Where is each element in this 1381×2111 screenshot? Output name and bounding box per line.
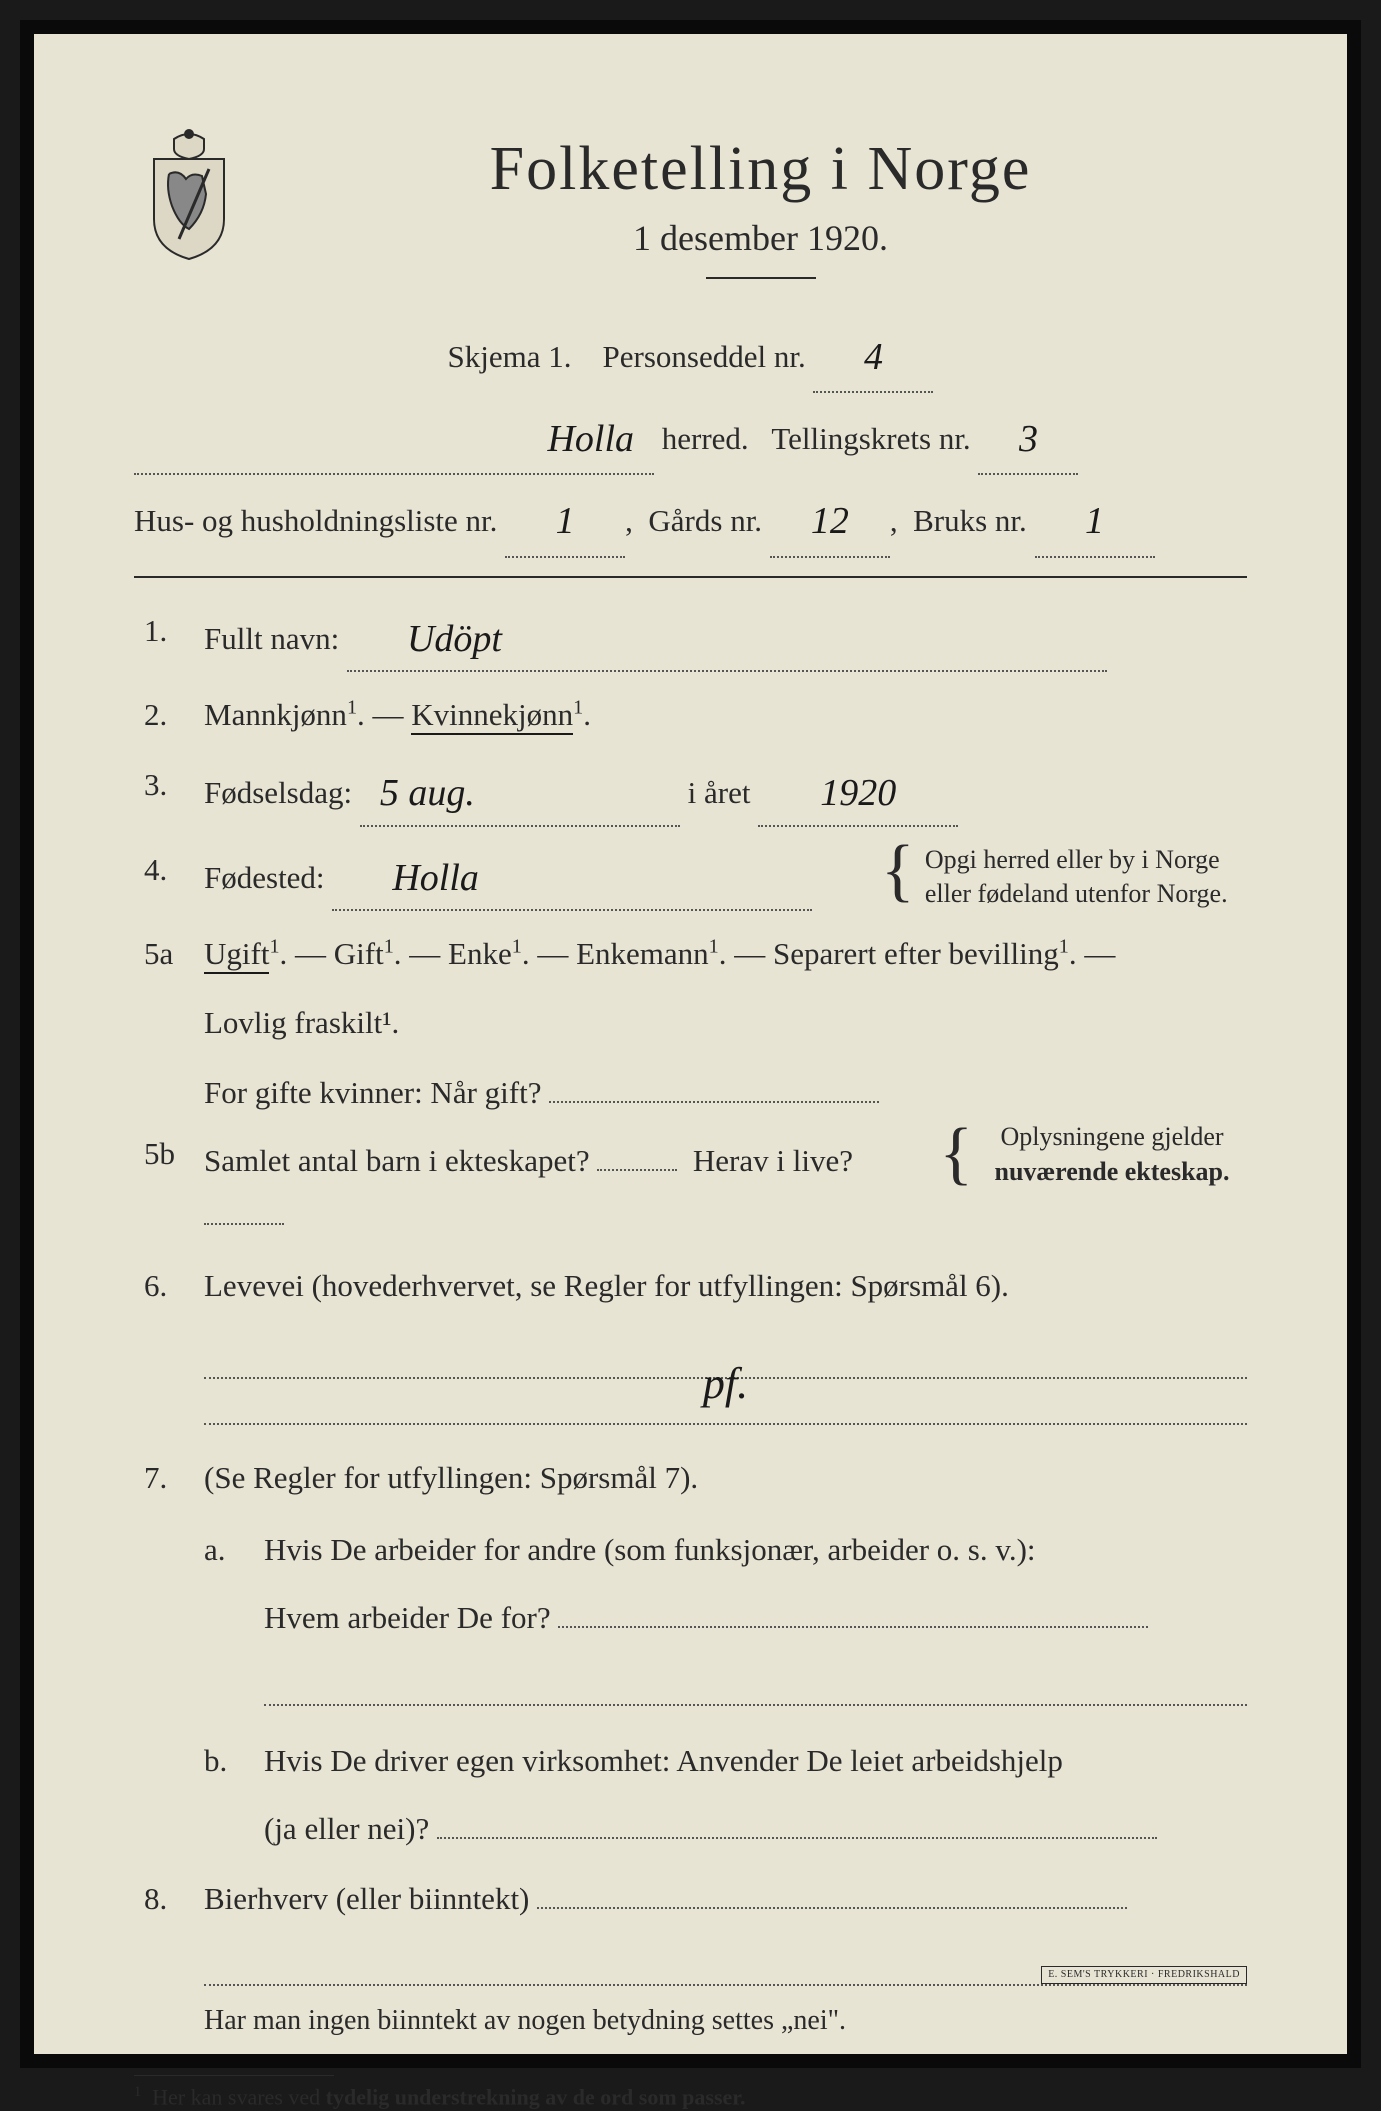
q2: 2. Mannkjønn1. — Kvinnekjønn1. <box>134 688 1247 742</box>
census-form-page: Folketelling i Norge 1 desember 1920. Sk… <box>20 20 1361 2068</box>
husliste-label: Hus- og husholdningsliste nr. <box>134 503 497 538</box>
q8: 8. Bierhverv (eller biinntekt) Har man i… <box>134 1872 1247 2045</box>
brace-icon: { <box>881 843 915 899</box>
q6-text: Levevei (hovederhvervet, se Regler for u… <box>204 1268 1009 1303</box>
q6-num: 6. <box>134 1259 204 1435</box>
meta-line-3: Hus- og husholdningsliste nr. 1, Gårds n… <box>134 483 1247 557</box>
q1-label: Fullt navn: <box>204 621 339 656</box>
q7b: b. Hvis De driver egen virksomhet: Anven… <box>204 1734 1247 1857</box>
q4: 4. Fødested: Holla { Opgi herred eller b… <box>134 843 1247 912</box>
q7: 7. (Se Regler for utfyllingen: Spørsmål … <box>134 1451 1247 1856</box>
printer-stamp: E. SEM'S TRYKKERI · FREDRIKSHALD <box>1041 1966 1247 1984</box>
q7b-text1: Hvis De driver egen virksomhet: Anvender… <box>264 1734 1247 1788</box>
q2-num: 2. <box>134 688 204 742</box>
q4-num: 4. <box>134 843 204 897</box>
q5a-line2: Lovlig fraskilt¹. <box>204 996 1247 1050</box>
footnote-rule <box>134 2075 334 2076</box>
q5a-ugift: Ugift <box>204 936 269 974</box>
q2-kvinne: Kvinnekjønn <box>411 697 573 735</box>
q7a-num: a. <box>204 1523 264 1716</box>
bruks-nr: 1 <box>1035 483 1155 557</box>
footnote-text: Her kan svares ved tydelig understreknin… <box>152 2085 745 2110</box>
q7a-text2: Hvem arbeider De for? <box>264 1600 551 1635</box>
q5b: 5b For gifte kvinner: Når gift? Samlet a… <box>134 1066 1247 1243</box>
q1-num: 1. <box>134 604 204 673</box>
meta-line-2: Holla herred. Tellingskrets nr. 3 <box>134 401 1247 475</box>
footnote-marker: 1 <box>134 2084 141 2100</box>
q2-mann: Mannkjønn <box>204 697 347 732</box>
q6: 6. Levevei (hovederhvervet, se Regler fo… <box>134 1259 1247 1435</box>
q1-value: Udöpt <box>347 604 1107 673</box>
q8-blank <box>537 1907 1127 1909</box>
title-rule <box>706 277 816 279</box>
bruks-label: Bruks nr. <box>913 503 1027 538</box>
herred-value: Holla <box>134 401 654 475</box>
q7b-text2: (ja eller nei)? <box>264 1811 429 1846</box>
q7-intro: (Se Regler for utfyllingen: Spørsmål 7). <box>204 1451 1247 1505</box>
q3-num: 3. <box>134 758 204 827</box>
q5b-line2b: Herav i live? <box>693 1143 853 1178</box>
tellingskrets-nr: 3 <box>978 401 1078 475</box>
q3-day: 5 aug. <box>360 758 680 827</box>
q4-note: { Opgi herred eller by i Norge eller fød… <box>877 843 1247 911</box>
subtitle: 1 desember 1920. <box>274 217 1247 259</box>
q5b-num: 5b <box>134 1127 204 1181</box>
q5b-blank3 <box>204 1223 284 1225</box>
meta-line-1: Skjema 1. Personseddel nr. 4 <box>134 319 1247 393</box>
q7a-blank <box>558 1626 1148 1628</box>
q8-num: 8. <box>134 1872 204 2045</box>
q5a: 5a Ugift1. — Gift1. — Enke1. — Enkemann1… <box>134 927 1247 1050</box>
skjema-label: Skjema 1. <box>448 339 572 374</box>
husliste-nr: 1 <box>505 483 625 557</box>
q1: 1. Fullt navn: Udöpt <box>134 604 1247 673</box>
q3-year-label: i året <box>688 775 751 810</box>
q3: 3. Fødselsdag: 5 aug. i året 1920 <box>134 758 1247 827</box>
q8-note: Har man ingen biinntekt av nogen betydni… <box>204 1996 1247 2045</box>
q7b-num: b. <box>204 1734 264 1857</box>
gards-nr: 12 <box>770 483 890 557</box>
q7b-blank <box>437 1837 1157 1839</box>
personseddel-label: Personseddel nr. <box>603 339 806 374</box>
herred-label: herred. <box>662 421 749 456</box>
brace-icon: { <box>939 1126 973 1182</box>
q6-value-line: pf. <box>204 1343 1247 1379</box>
q5b-line2a: Samlet antal barn i ekteskapet? <box>204 1143 590 1178</box>
q7-num: 7. <box>134 1451 204 1856</box>
q3-year: 1920 <box>758 758 958 827</box>
q3-label: Fødselsdag: <box>204 775 352 810</box>
divider <box>134 576 1247 578</box>
tellingskrets-label: Tellingskrets nr. <box>771 421 970 456</box>
q8-label: Bierhverv (eller biinntekt) <box>204 1881 529 1916</box>
main-title: Folketelling i Norge <box>274 134 1247 205</box>
header: Folketelling i Norge 1 desember 1920. <box>134 124 1247 309</box>
title-block: Folketelling i Norge 1 desember 1920. <box>274 124 1247 309</box>
gards-label: Gårds nr. <box>648 503 762 538</box>
q5b-line1: For gifte kvinner: Når gift? <box>204 1075 541 1110</box>
footnote: 1 Her kan svares ved tydelig understrekn… <box>134 2084 1247 2110</box>
coat-of-arms-icon <box>134 124 244 264</box>
q7a-blank2 <box>264 1670 1247 1706</box>
q5a-num: 5a <box>134 927 204 1050</box>
q5b-blank2 <box>597 1169 677 1171</box>
q5b-blank1 <box>549 1101 879 1103</box>
personseddel-nr: 4 <box>813 319 933 393</box>
q4-label: Fødested: <box>204 860 325 895</box>
q4-value: Holla <box>332 843 812 912</box>
q7a-text1: Hvis De arbeider for andre (som funksjon… <box>264 1523 1247 1577</box>
q5b-note: Oplysningene gjelder nuværende ekteskap. <box>977 1119 1247 1189</box>
q7a: a. Hvis De arbeider for andre (som funks… <box>204 1523 1247 1716</box>
